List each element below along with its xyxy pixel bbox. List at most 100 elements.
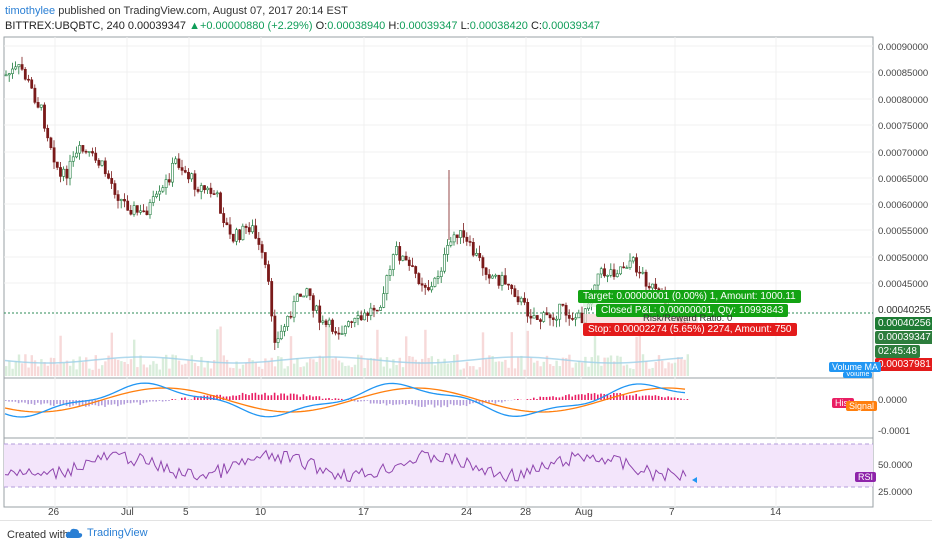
- macd-hist-bar: [367, 400, 369, 401]
- volume-bar: [466, 362, 468, 376]
- volume-bar: [312, 359, 314, 376]
- rsi-legend[interactable]: RSI: [855, 472, 876, 482]
- macd-hist-bar: [546, 397, 548, 400]
- candle-body: [392, 255, 394, 270]
- candle-body: [360, 316, 362, 320]
- macd-hist-bar: [21, 400, 23, 402]
- volume-bar: [431, 356, 433, 376]
- macd-hist-bar: [168, 400, 170, 401]
- macd-hist-bar: [421, 400, 423, 407]
- candle-body: [111, 178, 113, 183]
- candle-body: [600, 269, 602, 274]
- macd-hist-bar: [517, 399, 519, 400]
- volume-bar: [603, 358, 605, 376]
- candle-body: [299, 294, 301, 297]
- candle-body: [565, 305, 567, 315]
- macd-hist-bar: [232, 395, 234, 400]
- volume-bar: [456, 354, 458, 376]
- volume-bar: [671, 363, 673, 376]
- candle-body: [472, 242, 474, 255]
- volume-bar: [181, 365, 183, 376]
- volume-bar: [117, 360, 119, 376]
- volume-bar: [559, 366, 561, 376]
- candle-body: [447, 245, 449, 254]
- volume-bar: [53, 358, 55, 376]
- candle-body: [559, 304, 561, 319]
- x-tick: 24: [461, 507, 472, 518]
- macd-hist-bar: [8, 400, 10, 402]
- candle-body: [72, 157, 74, 161]
- candle-body: [213, 194, 215, 195]
- price-tag-current: 0.00039347: [875, 331, 932, 344]
- volume-bar: [11, 369, 13, 376]
- candle-body: [107, 174, 109, 179]
- macd-hist-bar: [450, 400, 452, 404]
- candle-body: [651, 284, 653, 288]
- candle-body: [507, 284, 509, 285]
- close-label: C:: [531, 20, 542, 32]
- candle-body: [571, 318, 573, 319]
- publish-line: timothylee published on TradingView.com,…: [5, 3, 348, 19]
- macd-hist-bar: [264, 393, 266, 400]
- candle-body: [408, 260, 410, 265]
- macd-hist-bar: [34, 400, 36, 405]
- candle-body: [261, 245, 263, 253]
- volume-bar: [619, 357, 621, 376]
- volume-bar: [363, 368, 365, 376]
- candle-body: [568, 315, 570, 318]
- candle-body: [306, 289, 308, 296]
- macd-hist-bar: [555, 397, 557, 400]
- candle-body: [143, 211, 145, 212]
- macd-hist-bar: [242, 393, 244, 400]
- price-tick: 0.00090000: [878, 42, 928, 53]
- macd-hist-bar: [373, 400, 375, 403]
- chart-canvas[interactable]: [0, 36, 932, 510]
- volume-bar: [24, 354, 26, 376]
- volume-ma-legend[interactable]: Volume MA: [829, 362, 881, 372]
- volume-bar: [571, 368, 573, 376]
- volume-bar: [651, 368, 653, 376]
- chart-area[interactable]: [0, 36, 932, 510]
- author-link[interactable]: timothylee: [5, 5, 55, 17]
- macd-hist-bar: [277, 395, 279, 400]
- macd-hist-bar: [651, 396, 653, 400]
- volume-bar: [504, 360, 506, 376]
- macd-hist-bar: [671, 397, 673, 400]
- candle-body: [331, 320, 333, 331]
- macd-hist-bar: [408, 400, 410, 404]
- signal-legend[interactable]: Signal: [846, 401, 877, 411]
- volume-legend[interactable]: Volume: [843, 372, 872, 378]
- macd-hist-bar: [325, 398, 327, 400]
- macd-hist-bar: [552, 396, 554, 400]
- tradingview-logo[interactable]: TradingView: [65, 527, 148, 539]
- target-label[interactable]: Target: 0.00000001 (0.00%) 1, Amount: 10…: [578, 290, 801, 303]
- candle-body: [479, 253, 481, 257]
- candle-body: [21, 64, 23, 69]
- stop-label[interactable]: Stop: 0.00002274 (5.65%) 2274, Amount: 7…: [583, 323, 797, 336]
- volume-bar: [408, 356, 410, 376]
- volume-bar: [472, 366, 474, 376]
- macd-hist-bar: [392, 400, 394, 405]
- macd-hist-bar: [677, 398, 679, 400]
- volume-bar: [91, 370, 93, 376]
- macd-hist-bar: [194, 397, 196, 400]
- candle-body: [395, 246, 397, 254]
- volume-bar: [370, 358, 372, 376]
- volume-bar: [207, 361, 209, 376]
- volume-bar: [600, 366, 602, 376]
- price-tick: 0.00080000: [878, 95, 928, 106]
- candle-body: [133, 206, 135, 215]
- macd-hist-bar: [40, 400, 42, 404]
- candle-body: [53, 148, 55, 162]
- candle-body: [194, 174, 196, 190]
- volume-bar: [274, 366, 276, 376]
- candle-body: [101, 161, 103, 165]
- candle-body: [24, 69, 26, 79]
- volume-bar: [552, 366, 554, 376]
- candle-body: [303, 296, 305, 297]
- macd-hist-bar: [303, 394, 305, 400]
- volume-bar: [575, 363, 577, 376]
- candle-body: [187, 172, 189, 179]
- macd-hist-bar: [104, 400, 106, 407]
- candle-body: [191, 174, 193, 179]
